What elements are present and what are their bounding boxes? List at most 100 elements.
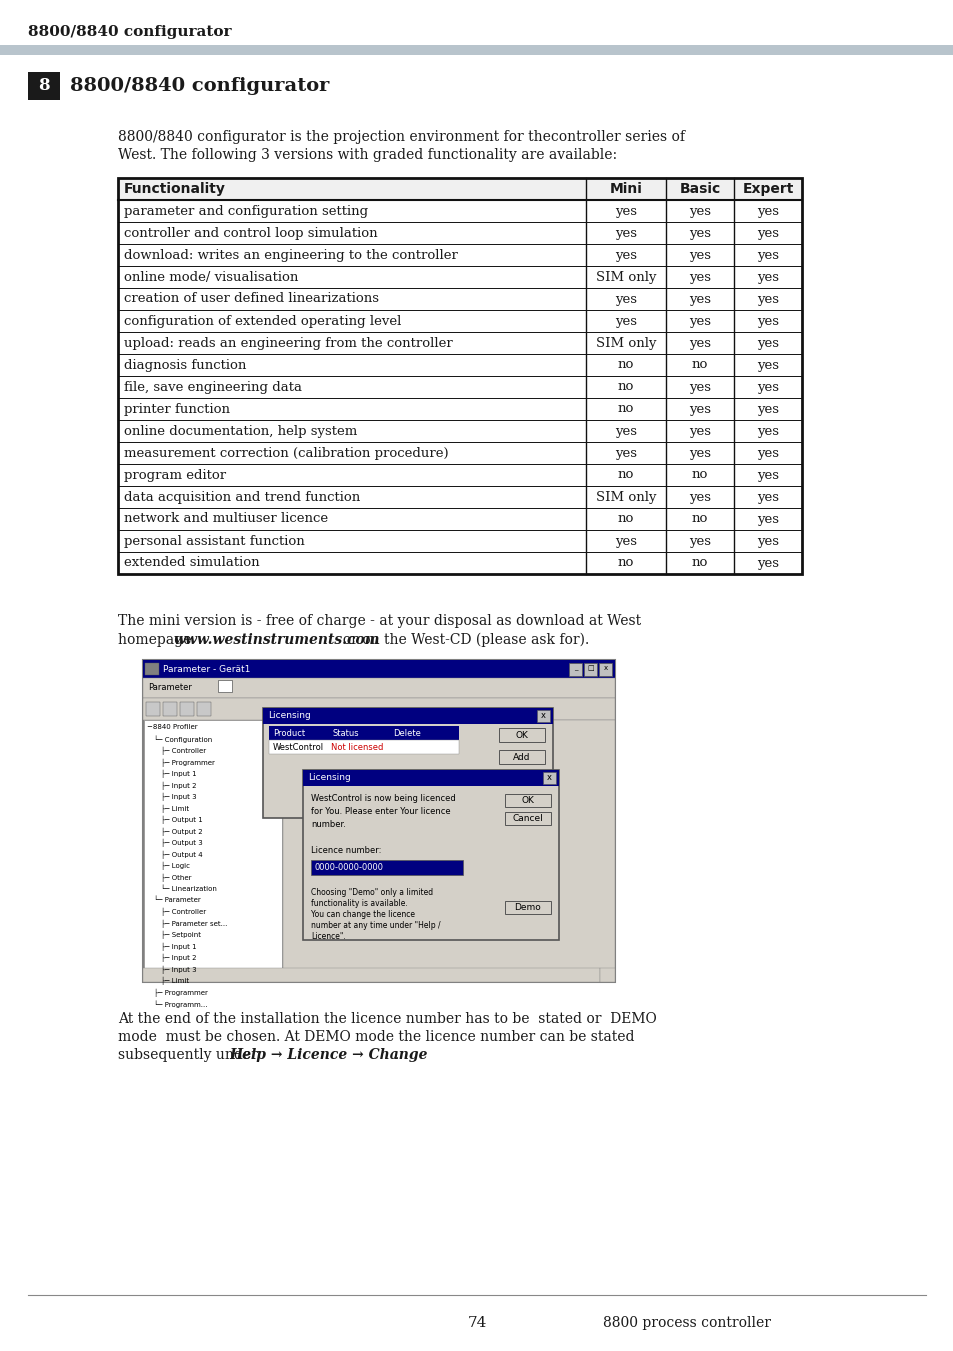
Text: yes: yes bbox=[615, 227, 637, 239]
Text: SIM only: SIM only bbox=[595, 270, 656, 284]
Text: functionality is available.: functionality is available. bbox=[311, 898, 407, 908]
Text: yes: yes bbox=[688, 204, 710, 218]
Text: ├─ Programmer: ├─ Programmer bbox=[153, 989, 208, 997]
Text: yes: yes bbox=[757, 535, 779, 547]
Text: yes: yes bbox=[688, 490, 710, 504]
Text: yes: yes bbox=[688, 424, 710, 438]
Text: 8800/8840 configurator is the projection environment for thecontroller series of: 8800/8840 configurator is the projection… bbox=[118, 130, 684, 145]
Text: └─ Programm...: └─ Programm... bbox=[153, 1000, 208, 1008]
Text: yes: yes bbox=[757, 490, 779, 504]
Text: ├─ Logic: ├─ Logic bbox=[161, 862, 190, 870]
Text: ├─ Controller: ├─ Controller bbox=[161, 908, 206, 916]
Text: yes: yes bbox=[688, 381, 710, 393]
Bar bbox=[542, 771, 556, 784]
Bar bbox=[118, 508, 801, 530]
Text: SIM only: SIM only bbox=[595, 336, 656, 350]
Bar bbox=[311, 861, 462, 875]
Bar bbox=[143, 678, 615, 698]
Text: ├─ Output 1: ├─ Output 1 bbox=[161, 816, 203, 824]
Bar bbox=[118, 354, 801, 376]
Text: ├─ Output 2: ├─ Output 2 bbox=[161, 828, 202, 836]
Text: Choosing "Demo" only a limited: Choosing "Demo" only a limited bbox=[311, 888, 433, 897]
Bar bbox=[146, 703, 160, 716]
Text: yes: yes bbox=[615, 204, 637, 218]
Text: extended simulation: extended simulation bbox=[124, 557, 259, 570]
Bar bbox=[118, 288, 801, 309]
Text: yes: yes bbox=[688, 227, 710, 239]
Bar bbox=[144, 720, 282, 979]
Text: online mode/ visualisation: online mode/ visualisation bbox=[124, 270, 298, 284]
Text: no: no bbox=[618, 403, 634, 416]
Bar bbox=[0, 45, 953, 55]
Text: yes: yes bbox=[757, 424, 779, 438]
Text: Add: Add bbox=[513, 753, 530, 762]
Text: SIM only: SIM only bbox=[595, 490, 656, 504]
Text: subsequently under: subsequently under bbox=[118, 1048, 266, 1062]
Text: OK: OK bbox=[521, 796, 534, 805]
Bar bbox=[180, 703, 193, 716]
Text: mode  must be chosen. At DEMO mode the licence number can be stated: mode must be chosen. At DEMO mode the li… bbox=[118, 1029, 634, 1044]
Bar bbox=[118, 178, 801, 200]
Text: yes: yes bbox=[688, 249, 710, 262]
Text: diagnosis function: diagnosis function bbox=[124, 358, 246, 372]
Bar bbox=[143, 661, 615, 678]
Text: number.: number. bbox=[311, 820, 346, 830]
Text: Basic: Basic bbox=[679, 182, 720, 196]
Bar bbox=[118, 486, 801, 508]
Bar bbox=[118, 178, 801, 574]
Text: yes: yes bbox=[757, 381, 779, 393]
Text: Licensing: Licensing bbox=[268, 712, 311, 720]
Text: yes: yes bbox=[688, 270, 710, 284]
Text: yes: yes bbox=[757, 336, 779, 350]
Text: parameter and configuration setting: parameter and configuration setting bbox=[124, 204, 368, 218]
Bar bbox=[118, 222, 801, 245]
Text: no: no bbox=[618, 381, 634, 393]
Text: Mini: Mini bbox=[609, 182, 641, 196]
Bar bbox=[263, 708, 553, 817]
Text: network and multiuser licence: network and multiuser licence bbox=[124, 512, 328, 526]
Text: WestControl is now being licenced: WestControl is now being licenced bbox=[311, 794, 456, 802]
Text: yes: yes bbox=[757, 270, 779, 284]
Bar bbox=[118, 309, 801, 332]
Text: Help: Help bbox=[511, 774, 532, 784]
Bar bbox=[269, 740, 458, 754]
Text: □: □ bbox=[587, 665, 593, 671]
Bar bbox=[498, 771, 544, 786]
Bar bbox=[303, 770, 558, 786]
Text: yes: yes bbox=[688, 336, 710, 350]
Bar bbox=[218, 680, 232, 692]
Text: yes: yes bbox=[757, 358, 779, 372]
Text: ├─ Parameter set...: ├─ Parameter set... bbox=[161, 920, 227, 928]
Text: no: no bbox=[691, 358, 707, 372]
Text: printer function: printer function bbox=[124, 403, 230, 416]
Text: creation of user defined linearizations: creation of user defined linearizations bbox=[124, 293, 378, 305]
Text: yes: yes bbox=[757, 512, 779, 526]
Text: ├─ Output 3: ├─ Output 3 bbox=[161, 839, 203, 847]
Bar bbox=[118, 442, 801, 463]
Bar bbox=[263, 708, 553, 724]
Text: The mini version is - free of charge - at your disposal as download at West: The mini version is - free of charge - a… bbox=[118, 613, 640, 628]
Text: no: no bbox=[618, 512, 634, 526]
Text: upload: reads an engineering from the controller: upload: reads an engineering from the co… bbox=[124, 336, 453, 350]
Text: ├─ Input 2: ├─ Input 2 bbox=[161, 781, 196, 790]
Bar bbox=[283, 720, 615, 979]
Text: 8: 8 bbox=[38, 77, 50, 95]
Text: └─ Parameter: └─ Parameter bbox=[153, 897, 200, 902]
Text: no: no bbox=[618, 469, 634, 481]
Text: Licence number:: Licence number: bbox=[311, 846, 381, 855]
Text: yes: yes bbox=[615, 315, 637, 327]
Text: number at any time under "Help /: number at any time under "Help / bbox=[311, 921, 440, 929]
Text: yes: yes bbox=[615, 424, 637, 438]
Text: personal assistant function: personal assistant function bbox=[124, 535, 304, 547]
Text: yes: yes bbox=[688, 446, 710, 459]
Text: ├─ Output 4: ├─ Output 4 bbox=[161, 851, 202, 859]
Text: no: no bbox=[618, 557, 634, 570]
Text: yes: yes bbox=[615, 535, 637, 547]
Text: online documentation, help system: online documentation, help system bbox=[124, 424, 356, 438]
Bar bbox=[118, 266, 801, 288]
Text: 8800/8840 configurator: 8800/8840 configurator bbox=[28, 26, 232, 39]
Text: homepage: homepage bbox=[118, 634, 200, 647]
Text: 74: 74 bbox=[467, 1316, 486, 1329]
Bar bbox=[143, 661, 615, 982]
Text: ├─ Input 2: ├─ Input 2 bbox=[161, 954, 196, 962]
